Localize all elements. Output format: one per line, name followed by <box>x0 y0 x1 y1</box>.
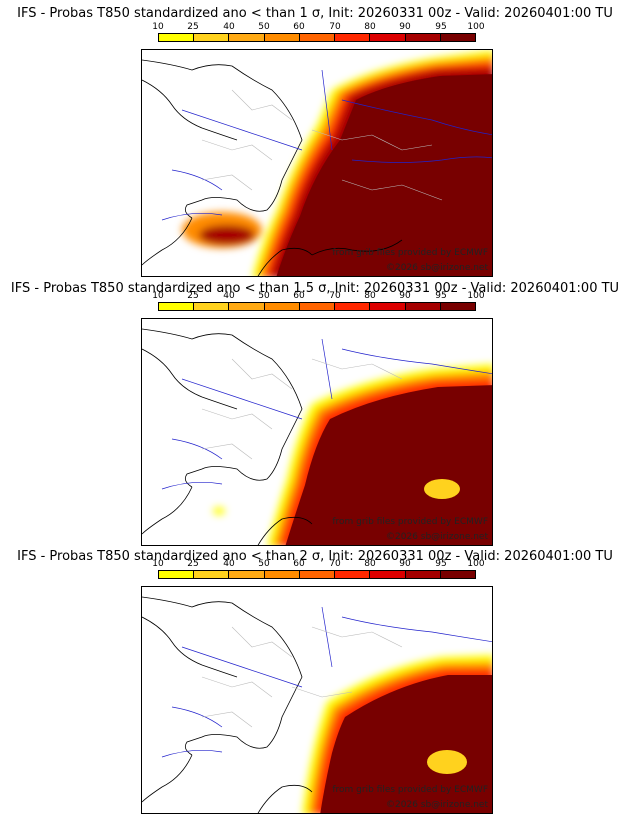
coastlines <box>142 328 313 545</box>
colorbar-swatch <box>335 34 371 41</box>
colorbar-tick: 60 <box>293 559 305 569</box>
colorbar-swatch <box>194 34 230 41</box>
probability-core <box>285 385 492 545</box>
colorbar-tick: 50 <box>258 291 270 301</box>
rivers <box>161 338 492 490</box>
colorbar-tick: 90 <box>399 22 411 32</box>
colorbar-swatch <box>370 303 406 310</box>
colorbar-tick: 25 <box>187 559 199 569</box>
credit-source: from grib files provided by ECMWF <box>332 248 488 258</box>
credit-source: from grib files provided by ECMWF <box>332 517 488 527</box>
colorbar-tick: 90 <box>399 559 411 569</box>
colorbar-swatch <box>405 34 441 41</box>
colorbar-swatch <box>264 571 300 578</box>
panel-1-title: IFS - Probas T850 standardized ano < tha… <box>17 6 613 21</box>
colorbar-tick: 90 <box>399 291 411 301</box>
colorbar-swatch <box>440 571 475 578</box>
colorbar-swatch <box>440 303 475 310</box>
probability-map-1 <box>142 50 492 276</box>
colorbar-tick: 95 <box>435 291 447 301</box>
rivers <box>161 69 492 221</box>
colorbar-tick: 100 <box>467 559 485 569</box>
colorbar-swatch <box>229 303 265 310</box>
colorbar-tick: 100 <box>467 22 485 32</box>
colorbar-tick: 40 <box>223 22 235 32</box>
colorbar-swatch <box>405 571 441 578</box>
coastlines <box>142 596 313 813</box>
colorbar-swatch <box>299 34 336 41</box>
colorbar-tick: 40 <box>223 291 235 301</box>
colorbar-tick: 10 <box>152 291 164 301</box>
colorbar-tick: 80 <box>364 559 376 569</box>
credit-copyright: ©2026 sb@irizone.net <box>386 800 488 810</box>
colorbar-2-labels: 10 25 40 50 60 70 80 90 95 100 <box>152 291 484 301</box>
credit-copyright: ©2026 sb@irizone.net <box>386 263 488 273</box>
colorbar-swatch <box>159 571 195 578</box>
colorbar-3-labels: 10 25 40 50 60 70 80 90 95 100 <box>152 559 484 569</box>
colorbar-swatch <box>264 34 300 41</box>
colorbar-swatch <box>229 34 265 41</box>
credit-copyright: ©2026 sb@irizone.net <box>386 532 488 542</box>
credit-source: from grib files provided by ECMWF <box>332 785 488 795</box>
colorbar-tick: 50 <box>258 22 270 32</box>
colorbar-tick: 60 <box>293 291 305 301</box>
admin-borders <box>201 89 443 201</box>
colorbar-tick: 95 <box>435 559 447 569</box>
colorbar-tick: 95 <box>435 22 447 32</box>
map-panel-2: from grib files provided by ECMWF ©2026 … <box>141 318 493 546</box>
probability-core <box>320 675 492 813</box>
panel-2-title: IFS - Probas T850 standardized ano < tha… <box>10 281 620 296</box>
map-panel-3: from grib files provided by ECMWF ©2026 … <box>141 586 493 814</box>
colorbar-tick: 40 <box>223 559 235 569</box>
colorbar-swatch <box>370 34 406 41</box>
admin-borders <box>201 626 403 728</box>
colorbar-tick: 25 <box>187 291 199 301</box>
colorbar-swatch <box>299 571 336 578</box>
colorbar-swatch <box>194 303 230 310</box>
colorbar-swatch <box>264 303 300 310</box>
colorbar-tick: 100 <box>467 291 485 301</box>
colorbar-tick: 70 <box>329 559 341 569</box>
colorbar-3 <box>158 570 476 579</box>
probability-map-3 <box>142 596 492 813</box>
colorbar-swatch <box>335 303 371 310</box>
colorbar-1 <box>158 33 476 42</box>
colorbar-tick: 70 <box>329 22 341 32</box>
colorbar-tick: 10 <box>152 22 164 32</box>
colorbar-tick: 60 <box>293 22 305 32</box>
colorbar-swatch <box>440 34 475 41</box>
colorbar-tick: 70 <box>329 291 341 301</box>
colorbar-swatch <box>194 571 230 578</box>
rivers <box>161 606 492 758</box>
colorbar-tick: 50 <box>258 559 270 569</box>
colorbar-tick: 10 <box>152 559 164 569</box>
colorbar-swatch <box>159 303 195 310</box>
probability-map-2 <box>142 328 492 545</box>
probability-core <box>276 74 492 276</box>
colorbar-swatch <box>370 571 406 578</box>
colorbar-tick: 80 <box>364 22 376 32</box>
colorbar-swatch <box>299 303 336 310</box>
colorbar-1-labels: 10 25 40 50 60 70 80 90 95 100 <box>152 22 484 32</box>
colorbar-2 <box>158 302 476 311</box>
colorbar-swatch <box>335 571 371 578</box>
colorbar-swatch <box>229 571 265 578</box>
colorbar-swatch <box>405 303 441 310</box>
colorbar-tick: 80 <box>364 291 376 301</box>
panel-3-title: IFS - Probas T850 standardized ano < tha… <box>17 549 613 564</box>
colorbar-tick: 25 <box>187 22 199 32</box>
map-panel-1: from grib files provided by ECMWF ©2026 … <box>141 49 493 277</box>
colorbar-swatch <box>159 34 195 41</box>
coastlines <box>142 59 403 276</box>
admin-borders <box>201 358 403 460</box>
